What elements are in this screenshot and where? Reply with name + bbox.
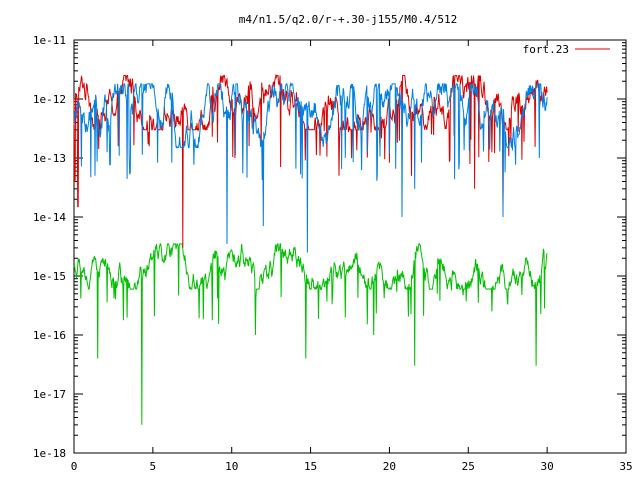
x-tick-label: 10 — [225, 460, 238, 473]
plot-frame — [73, 39, 627, 454]
x-tick-label: 35 — [619, 460, 632, 473]
y-tick-label: 1e-13 — [33, 152, 66, 165]
y-tick-label: 1e-12 — [33, 93, 66, 106]
y-tick-label: 1e-17 — [33, 388, 66, 401]
y-tick-label: 1e-14 — [33, 211, 66, 224]
x-tick-label: 20 — [383, 460, 396, 473]
series-line-2 — [73, 243, 548, 425]
x-tick-label: 15 — [304, 460, 317, 473]
y-tick-label: 1e-16 — [33, 329, 66, 342]
legend-label: fort.23 — [523, 43, 569, 56]
x-tick-label: 5 — [150, 460, 157, 473]
y-axis: 1e-18 1e-17 1e-16 1e-15 1e-14 1e-13 1e-12 1e-11 — [33, 34, 626, 460]
x-tick-label: 30 — [541, 460, 554, 473]
x-tick-label: 25 — [462, 460, 475, 473]
y-tick-label: 1e-18 — [33, 447, 66, 460]
legend: fort.23 — [523, 43, 610, 56]
series-layer — [73, 73, 548, 425]
x-tick-label: 0 — [71, 460, 78, 473]
chart-title: m4/n1.5/q2.0/r-+.30-j155/M0.4/512 — [239, 13, 458, 26]
x-axis: 0 5 10 15 20 25 30 35 — [71, 40, 633, 473]
y-tick-label: 1e-11 — [33, 34, 66, 47]
series-line-1 — [73, 82, 548, 253]
y-tick-label: 1e-15 — [33, 270, 66, 283]
series-line-0 — [73, 73, 548, 248]
